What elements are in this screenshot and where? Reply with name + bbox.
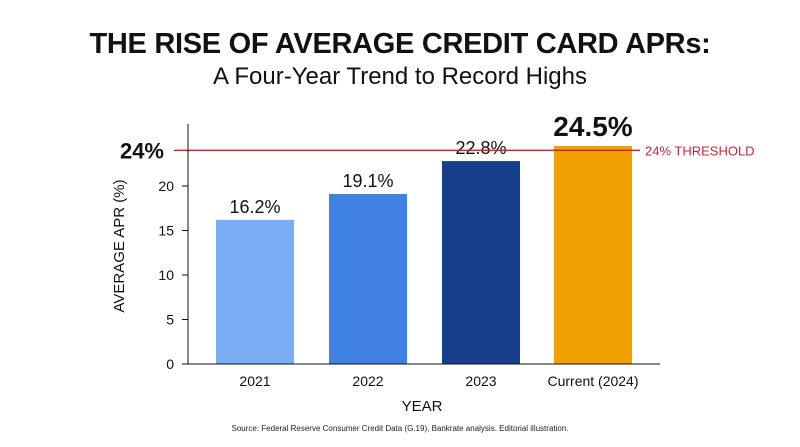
- x-tick-label: 2021: [239, 373, 270, 389]
- bar-value-label: 19.1%: [342, 171, 393, 191]
- bar: [554, 145, 632, 364]
- source-note: Source: Federal Reserve Consumer Credit …: [231, 424, 569, 433]
- y-tick-label: 15: [158, 223, 174, 239]
- bar-chart: 0 5 10 15 20 16.2% 19.1% 22.8% 24.5% 2021 2022 20…: [111, 111, 755, 415]
- chart-subtitle: A Four-Year Trend to Record Highs: [213, 63, 587, 90]
- bar: [329, 194, 407, 364]
- bar-value-label: 16.2%: [229, 197, 280, 217]
- x-tick-label: 2023: [465, 373, 496, 389]
- x-tick-label: 2022: [352, 373, 383, 389]
- x-tick-label: Current (2024): [547, 373, 638, 389]
- y-tick-label: 5: [166, 312, 174, 328]
- x-axis-title: YEAR: [402, 398, 443, 415]
- chart-title: THE RISE OF AVERAGE CREDIT CARD APRs:: [89, 28, 711, 60]
- y-axis-title: AVERAGE APR (%): [111, 179, 128, 312]
- y-tick-label: 10: [158, 267, 174, 283]
- threshold-axis-label: 24%: [120, 138, 164, 163]
- bar-value-label: 22.8%: [455, 138, 506, 158]
- bar-value-label: 24.5%: [553, 111, 632, 142]
- threshold-label: 24% THRESHOLD: [645, 143, 755, 158]
- y-tick-label: 20: [158, 178, 174, 194]
- y-tick-label: 0: [166, 356, 174, 372]
- bar: [216, 219, 294, 364]
- bar: [442, 161, 520, 364]
